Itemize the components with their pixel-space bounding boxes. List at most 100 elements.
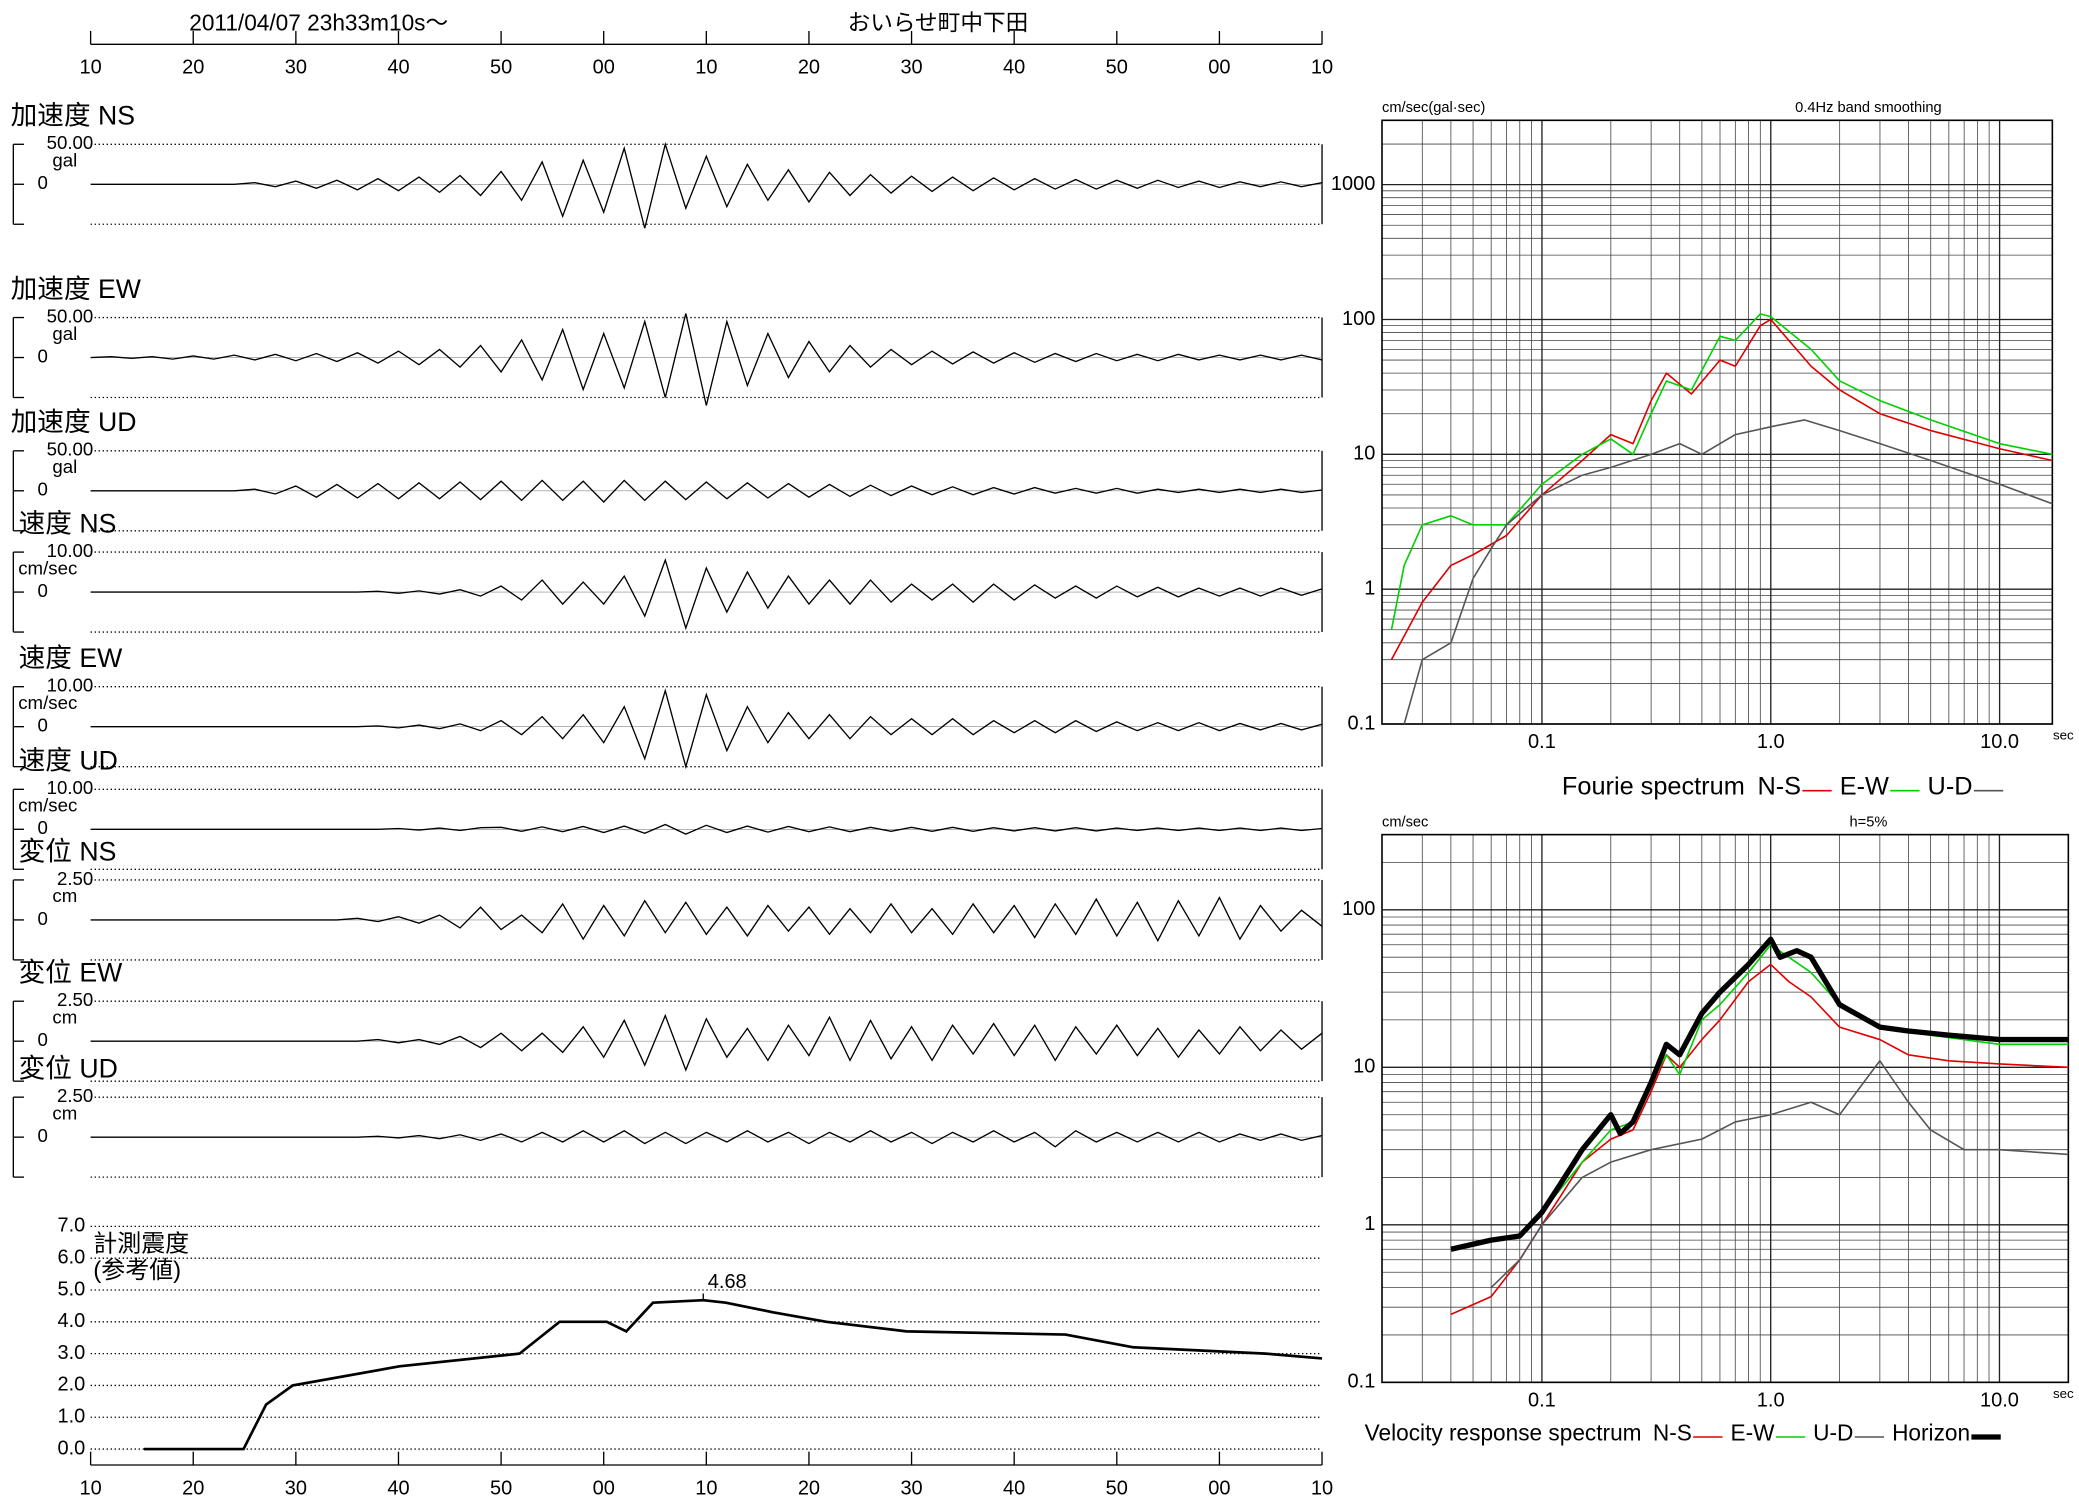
trace-label: 加速度 UD	[11, 407, 137, 437]
waveform-trace	[90, 688, 1323, 770]
waveform-trace	[90, 896, 1323, 943]
y-tick-label: 3.0	[58, 1342, 86, 1364]
spectrum-line	[1403, 419, 2053, 725]
y-tick-label: 1.0	[58, 1406, 86, 1428]
x-tick-label: 0.1	[1528, 731, 1556, 753]
time-tick-label: 40	[1003, 1477, 1025, 1499]
y-tick-label: 10	[1353, 1056, 1375, 1078]
waveform-trace	[90, 557, 1323, 631]
time-tick-label: 40	[387, 57, 409, 79]
y-tick-label: 2.0	[58, 1374, 86, 1396]
note: 0.4Hz band smoothing	[1795, 100, 1942, 116]
legend-label: E-W	[1731, 1419, 1776, 1445]
y-tick-label: 0.0	[58, 1437, 86, 1459]
trace-label: 変位 NS	[19, 836, 117, 866]
y-unit-label: cm/sec(gal·sec)	[1382, 100, 1485, 116]
time-tick-label: 10	[80, 57, 102, 79]
trace-label: 加速度 NS	[11, 101, 135, 131]
unit-label: gal	[52, 323, 77, 344]
y-tick-label: 6.0	[58, 1246, 86, 1268]
peak-label: 4.68	[708, 1271, 747, 1293]
y-tick-label: 0.1	[1348, 1371, 1376, 1393]
y-unit-label: cm/sec	[1382, 815, 1428, 831]
spectrum-line	[1390, 313, 2053, 630]
legend-label: N-S	[1757, 773, 1801, 801]
spectrum-line	[1390, 318, 2053, 661]
y-tick-label: 7.0	[58, 1215, 86, 1237]
legend-label: U-D	[1813, 1419, 1853, 1445]
waveform-trace	[90, 479, 1323, 503]
plot-frame	[1381, 833, 2070, 1384]
spectrum-line	[1450, 936, 2069, 1252]
time-tick-label: 20	[798, 1477, 820, 1499]
time-tick-label: 00	[1208, 57, 1230, 79]
scale-label: 0	[37, 1125, 47, 1146]
trace-label: 速度 NS	[19, 508, 117, 538]
unit-label: cm/sec	[18, 795, 77, 816]
time-tick-label: 10	[1311, 1477, 1333, 1499]
scale-label: 50.00	[47, 305, 94, 326]
y-tick-label: 10	[1353, 443, 1375, 465]
spectrum-line	[1450, 963, 2069, 1316]
scale-label: 0	[37, 817, 47, 838]
time-tick-label: 50	[1106, 57, 1128, 79]
time-tick-label: 30	[285, 1477, 307, 1499]
x-tick-label: 10.0	[1980, 731, 2019, 753]
time-tick-label: 40	[1003, 57, 1025, 79]
time-tick-label: 10	[1311, 57, 1333, 79]
waveform-trace	[90, 823, 1323, 835]
unit-label: gal	[52, 456, 77, 477]
y-tick-label: 1	[1364, 577, 1375, 599]
y-tick-label: 100	[1342, 308, 1375, 330]
x-tick-label: 1.0	[1757, 1389, 1785, 1411]
unit-label: cm	[52, 1102, 77, 1123]
time-tick-label: 20	[798, 57, 820, 79]
waveform-trace	[90, 313, 1323, 406]
legend-label: E-W	[1840, 773, 1889, 801]
trace-label: 変位 EW	[19, 958, 123, 988]
intensity-curve	[143, 1298, 1323, 1451]
intensity-subtitle: (参考値)	[93, 1257, 181, 1284]
unit-label: cm	[52, 1006, 77, 1027]
time-tick-label: 30	[900, 1477, 922, 1499]
time-tick-label: 20	[182, 1477, 204, 1499]
scale-label: 10.00	[47, 777, 94, 798]
scale-label: 0	[37, 345, 47, 366]
x-tick-label: 1.0	[1757, 731, 1785, 753]
time-tick-label: 20	[182, 57, 204, 79]
x-unit-label: sec	[2053, 728, 2074, 743]
plot-frame	[1381, 119, 2054, 725]
scale-label: 0	[37, 715, 47, 736]
station-name: おいらせ町中下田	[848, 9, 1029, 35]
time-tick-label: 30	[285, 57, 307, 79]
trace-label: 速度 UD	[19, 746, 118, 776]
scale-label: 0	[37, 580, 47, 601]
intensity-title: 計測震度	[93, 1230, 189, 1257]
unit-label: cm/sec	[18, 557, 77, 578]
scale-label: 0	[37, 172, 47, 193]
note: h=5%	[1850, 815, 1888, 831]
time-tick-label: 10	[80, 1477, 102, 1499]
time-tick-label: 50	[490, 1477, 512, 1499]
x-unit-label: sec	[2053, 1386, 2074, 1401]
legend-title: Fourie spectrum	[1562, 773, 1745, 801]
trace-label: 加速度 EW	[11, 274, 142, 304]
unit-label: gal	[52, 150, 77, 171]
record-datetime: 2011/04/07 23h33m10s〜	[189, 9, 448, 35]
y-tick-label: 100	[1342, 898, 1375, 920]
y-tick-label: 5.0	[58, 1278, 86, 1300]
waveform-trace	[90, 1129, 1323, 1148]
time-tick-label: 10	[695, 57, 717, 79]
x-tick-label: 0.1	[1528, 1389, 1556, 1411]
scale-label: 0	[37, 1029, 47, 1050]
scale-label: 2.50	[57, 1085, 93, 1106]
unit-label: cm	[52, 885, 77, 906]
scale-label: 0	[37, 479, 47, 500]
waveform-trace	[90, 1013, 1323, 1072]
y-tick-label: 1000	[1331, 173, 1375, 195]
legend-label: Horizon	[1892, 1419, 1970, 1445]
waveform-trace	[90, 141, 1323, 229]
unit-label: cm/sec	[18, 692, 77, 713]
scale-label: 2.50	[57, 868, 93, 889]
